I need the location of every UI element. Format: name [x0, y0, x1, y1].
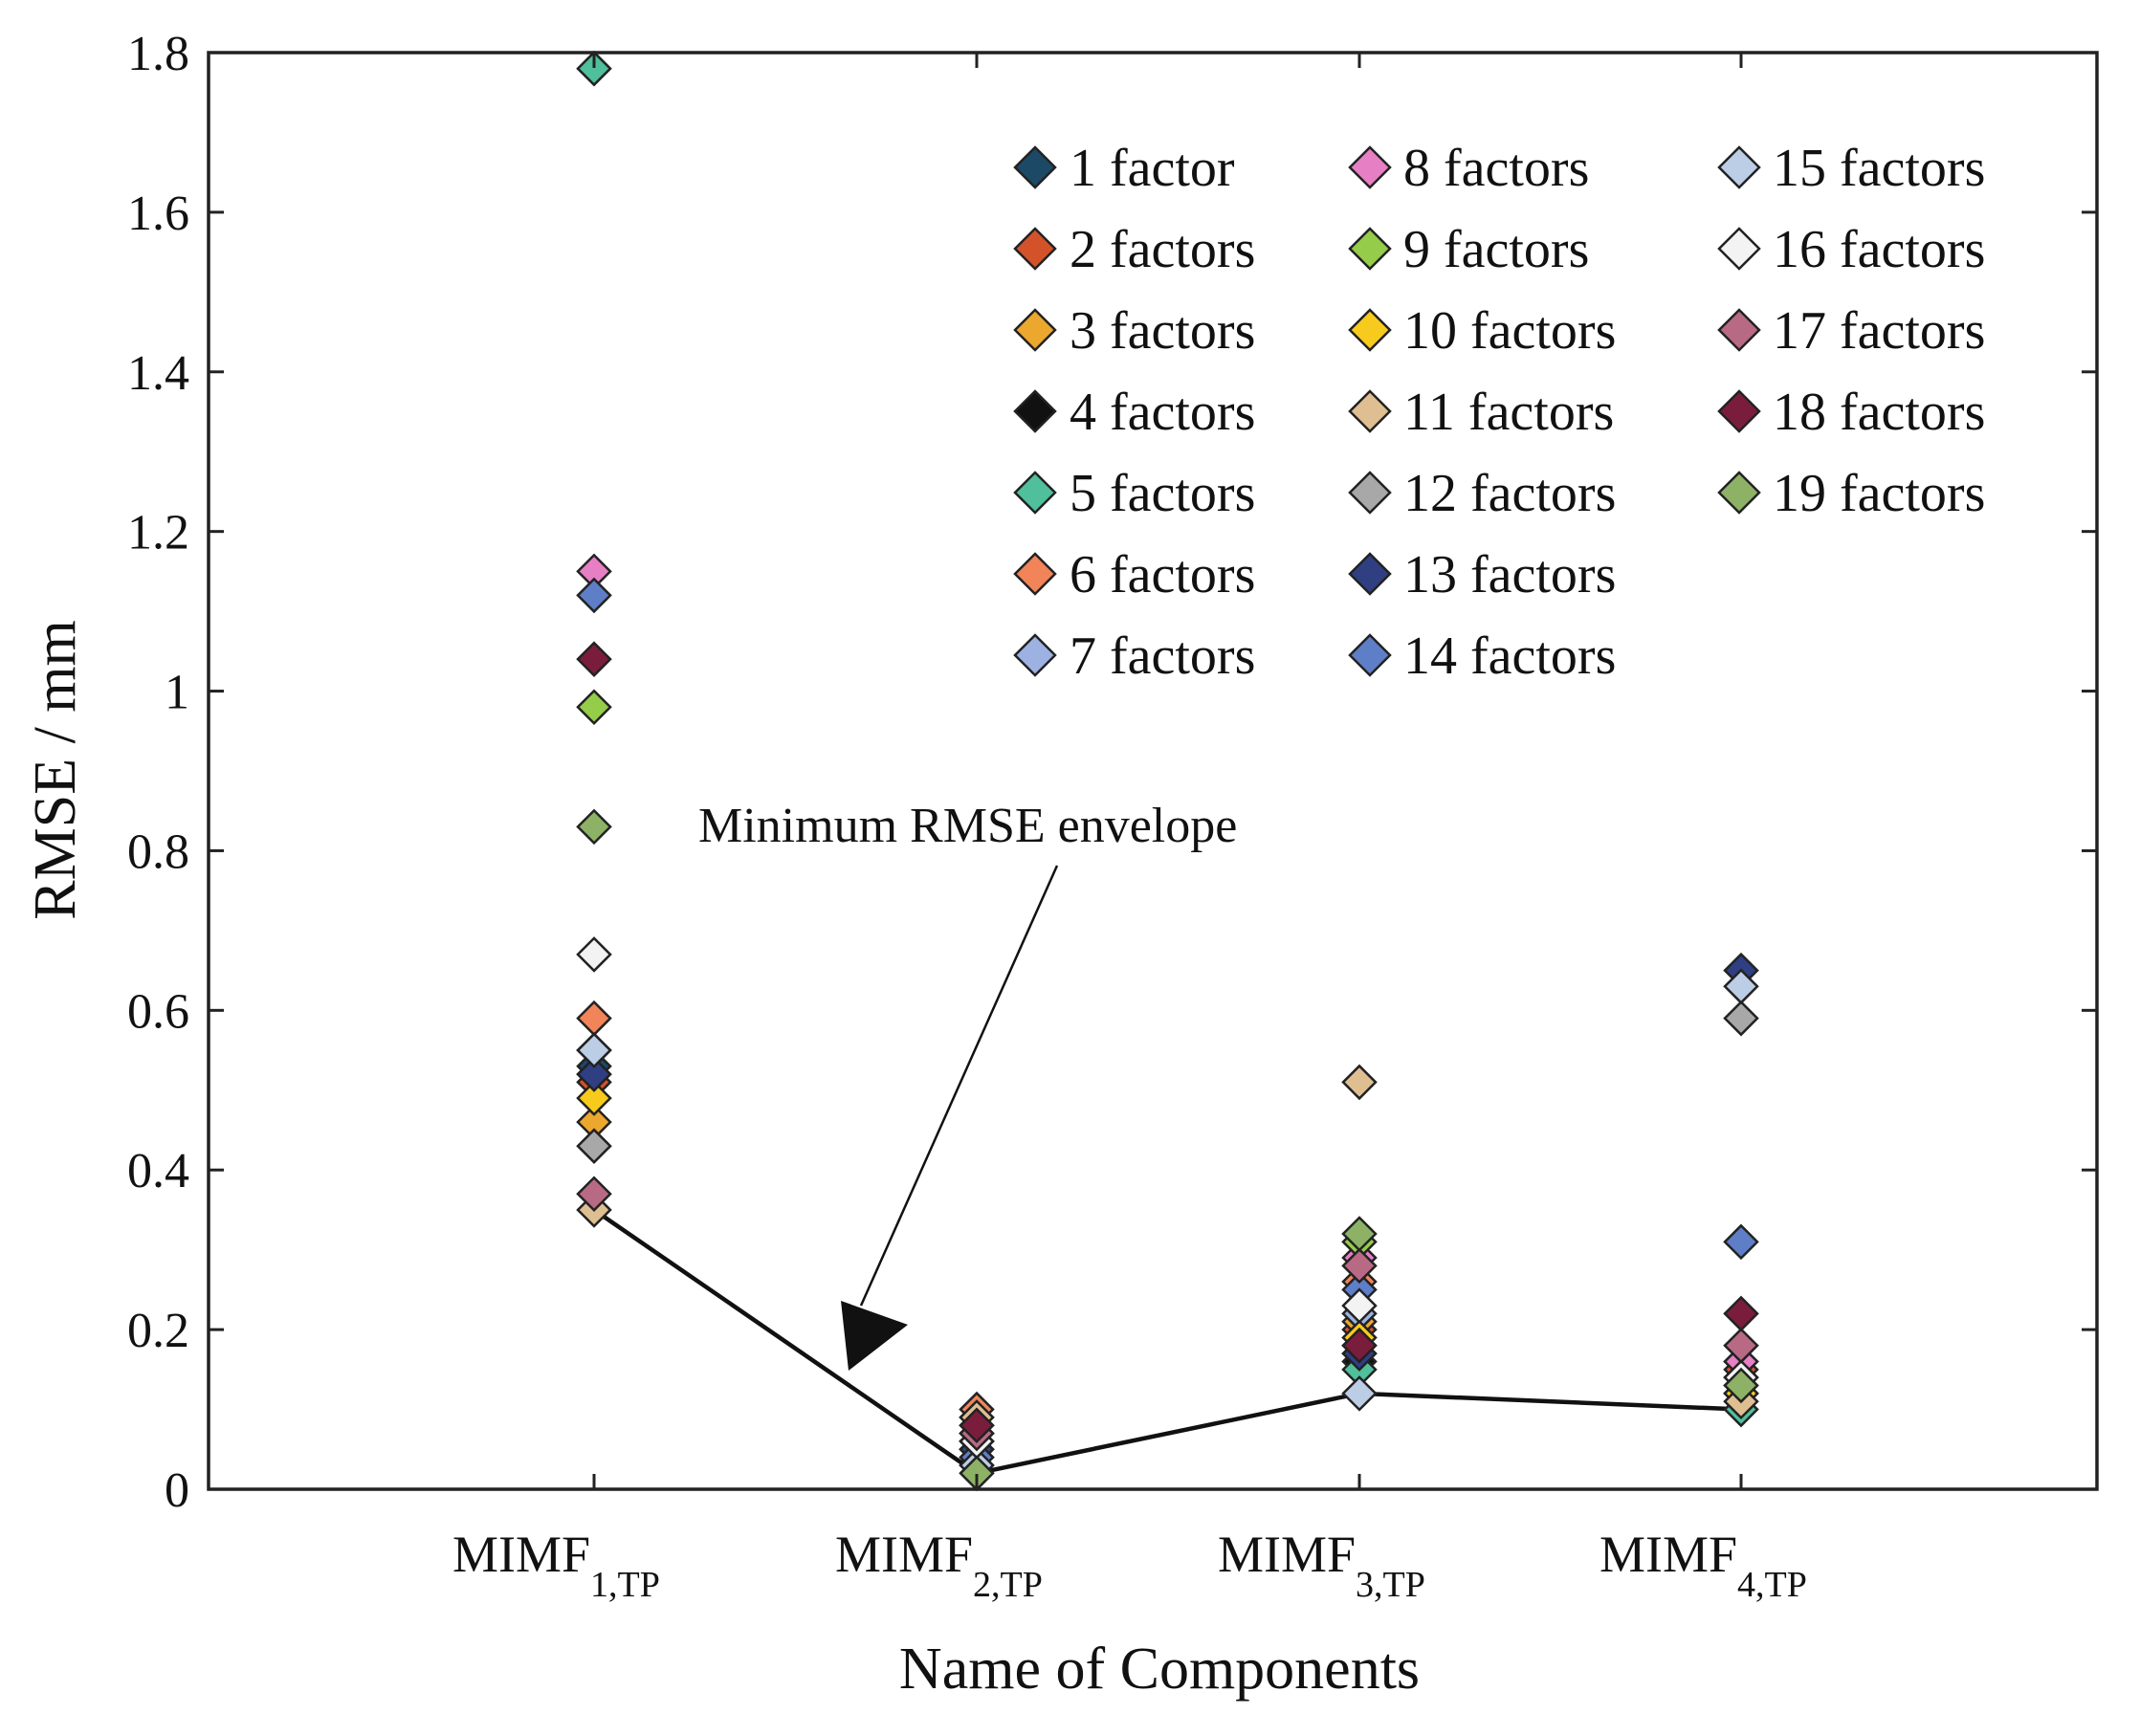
legend-label: 8 factors — [1403, 139, 1589, 198]
y-axis-title: RMSE / mm — [23, 620, 88, 920]
legend-marker — [1717, 145, 1761, 189]
annotation-arrow-head — [841, 1301, 908, 1371]
envelope-layer — [592, 1208, 1742, 1476]
data-point — [576, 689, 612, 726]
legend-marker — [1348, 145, 1392, 189]
legend-marker — [1013, 471, 1057, 515]
legend: 1 factor 2 factors 3 factors 4 factors 5 fac… — [1013, 139, 1985, 686]
envelope-line — [592, 1208, 1742, 1476]
legend-label: 1 factor — [1070, 139, 1235, 198]
plot-frame — [207, 51, 2099, 1491]
legend-label: 13 factors — [1403, 545, 1616, 604]
data-point — [576, 50, 612, 87]
legend-label: 2 factors — [1070, 220, 1255, 279]
legend-label: 12 factors — [1403, 464, 1616, 523]
data-point — [1341, 1287, 1378, 1324]
y-tick-label: 0.6 — [127, 984, 189, 1039]
annotation-label: Minimum RMSE envelope — [698, 799, 1237, 853]
data-point — [959, 1455, 995, 1492]
y-tick-label: 0.4 — [127, 1144, 189, 1198]
data-point — [1341, 1064, 1378, 1101]
legend-marker — [1013, 227, 1057, 271]
data-point — [576, 641, 612, 677]
legend-marker — [1013, 308, 1057, 352]
legend-marker — [1717, 227, 1761, 271]
legend-marker — [1013, 633, 1057, 677]
legend-marker — [1717, 471, 1761, 515]
x-tick-label-subscript: 2,TP — [973, 1565, 1043, 1605]
x-tick-label-subscript: 3,TP — [1356, 1565, 1425, 1605]
data-point — [576, 1176, 612, 1213]
legend-label: 9 factors — [1403, 220, 1589, 279]
annotation-arrow-line — [859, 865, 1059, 1307]
data-point — [576, 936, 612, 973]
data-point — [1723, 1328, 1759, 1364]
legend-label: 4 factors — [1070, 383, 1255, 442]
legend-label: 6 factors — [1070, 545, 1255, 604]
y-tick-label: 0.2 — [127, 1304, 189, 1358]
y-tick-label: 1.6 — [127, 187, 189, 241]
data-point — [959, 1407, 995, 1444]
legend-label: 11 factors — [1403, 383, 1614, 442]
legend-label: 10 factors — [1403, 301, 1616, 361]
y-tick-label: 0 — [165, 1463, 189, 1518]
data-point — [1723, 1367, 1759, 1404]
data-point — [1341, 1375, 1378, 1412]
data-point — [576, 1080, 612, 1116]
legend-marker — [1348, 552, 1392, 596]
legend-marker — [1348, 227, 1392, 271]
legend-marker — [1717, 308, 1761, 352]
y-tick-label: 1.4 — [127, 346, 189, 401]
y-tick-label: 0.8 — [127, 824, 189, 879]
legend-marker — [1348, 308, 1392, 352]
legend-label: 16 factors — [1773, 220, 1985, 279]
data-point — [1341, 1328, 1378, 1364]
x-tick-label-subscript: 1,TP — [590, 1565, 660, 1605]
legend-marker — [1348, 471, 1392, 515]
data-point — [576, 1032, 612, 1068]
legend-label: 14 factors — [1403, 626, 1616, 686]
data-point — [1723, 1223, 1759, 1261]
data-point — [576, 577, 612, 614]
legend-marker — [1348, 633, 1392, 677]
data-point — [1341, 1216, 1378, 1252]
data-point — [576, 1056, 612, 1092]
legend-label: 5 factors — [1070, 464, 1255, 523]
legend-label: 17 factors — [1773, 301, 1985, 361]
legend-marker — [1013, 552, 1057, 596]
data-point — [1723, 968, 1759, 1005]
legend-marker — [1717, 389, 1761, 433]
legend-marker — [1013, 389, 1057, 433]
legend-label: 15 factors — [1773, 139, 1985, 198]
legend-label: 7 factors — [1070, 626, 1255, 686]
legend-marker — [1013, 145, 1057, 189]
annotation: Minimum RMSE envelope — [698, 799, 1237, 1371]
y-tick-label: 1 — [165, 666, 189, 720]
legend-marker — [1348, 389, 1392, 433]
data-point — [1723, 1295, 1759, 1332]
y-tick-label: 1.2 — [127, 506, 189, 560]
plot-area — [207, 51, 2099, 1491]
data-point — [576, 808, 612, 846]
data-point — [1341, 1247, 1378, 1285]
x-axis-title: Name of Components — [899, 1637, 1420, 1702]
legend-label: 18 factors — [1773, 383, 1985, 442]
legend-label: 19 factors — [1773, 464, 1985, 523]
x-tick-label-subscript: 4,TP — [1737, 1565, 1807, 1605]
y-tick-label: 1.8 — [127, 27, 189, 81]
data-point — [1723, 1000, 1759, 1037]
legend-label: 3 factors — [1070, 301, 1255, 361]
data-points — [576, 50, 1759, 1492]
data-point — [576, 1128, 612, 1164]
